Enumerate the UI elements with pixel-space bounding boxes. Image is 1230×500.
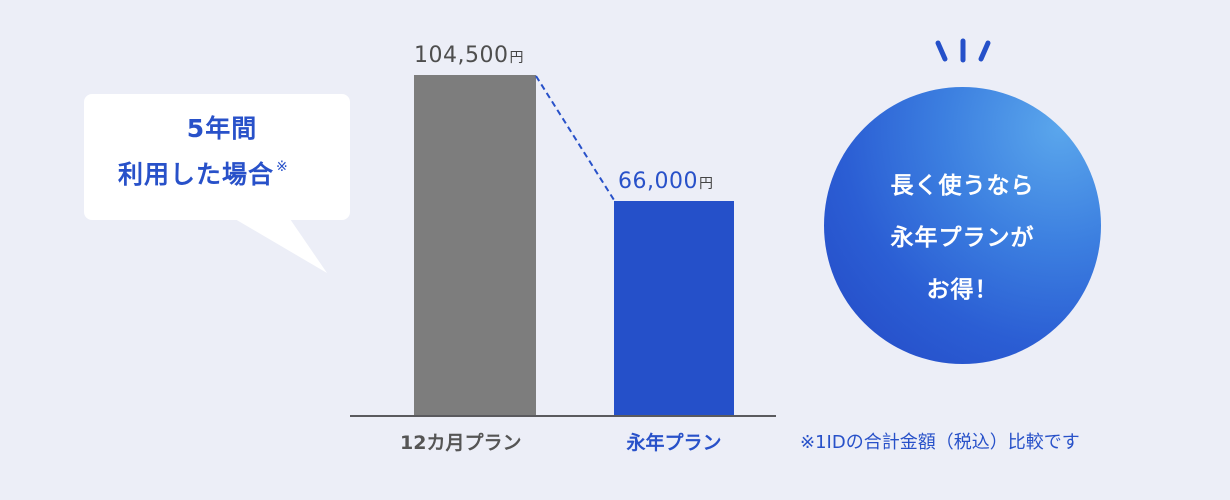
footnote: ※1IDの合計金額（税込）比較です	[800, 432, 1080, 453]
emphasis-rays-icon	[935, 38, 991, 63]
bar-perpetual-plan	[614, 201, 734, 416]
value-unit: 円	[698, 176, 714, 192]
badge-line-3: お得！	[926, 277, 999, 303]
callout-line-2: 利用した場合 ※	[84, 148, 350, 194]
callout-text: 5年間 利用した場合 ※	[84, 110, 350, 194]
badge-line-1: 長く使うなら	[890, 173, 1035, 199]
value-label-12month: 104,500円	[414, 43, 524, 68]
category-label-perpetual: 永年プラン	[626, 432, 722, 454]
x-axis-line	[350, 415, 776, 417]
note-mark: ※	[276, 159, 289, 175]
value-unit: 円	[509, 50, 524, 66]
value-number: 104,500	[414, 43, 509, 68]
callout-line-2-text: 利用した場合	[118, 160, 275, 189]
callout-line-1: 5年間	[186, 114, 258, 143]
category-label-12month: 12カ月プラン	[400, 432, 522, 454]
bar-12month-plan	[414, 75, 536, 416]
promo-badge-text: 長く使うなら 永年プランが お得！	[824, 160, 1101, 316]
value-number: 66,000	[618, 169, 698, 194]
promo-circle-badge	[824, 87, 1101, 364]
callout-bubble	[84, 94, 350, 220]
value-label-perpetual: 66,000円	[618, 169, 713, 194]
badge-line-2: 永年プランが	[890, 225, 1035, 251]
